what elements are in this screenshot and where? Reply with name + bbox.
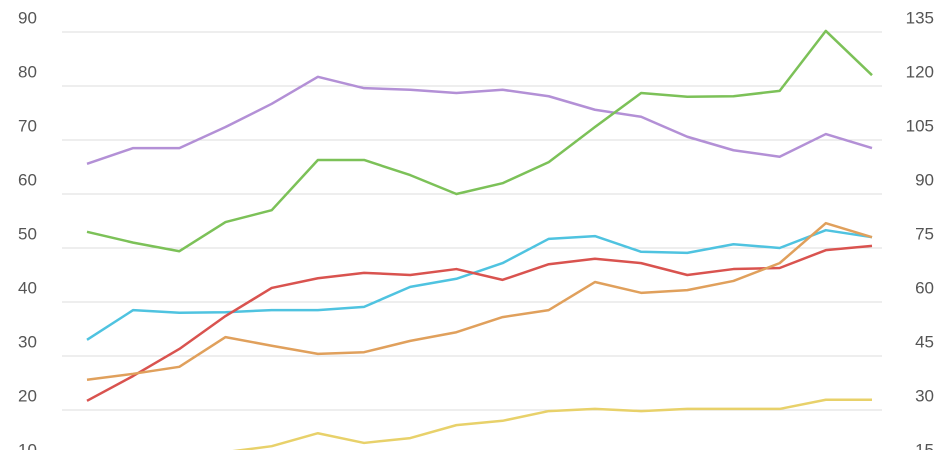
y2-tick-label: 45: [915, 332, 934, 351]
series-line: [86, 75, 873, 165]
series-line: [86, 29, 873, 253]
y2-tick-label: 15: [915, 440, 934, 450]
y2-tick-label: 75: [915, 224, 934, 243]
series-line: [86, 228, 873, 341]
series-line: [86, 221, 873, 381]
y-tick-label: 30: [18, 332, 37, 351]
y-tick-label: 20: [18, 386, 37, 405]
y-tick-label: 10: [18, 440, 37, 450]
series-line: [232, 398, 872, 450]
y-tick-label: 90: [18, 8, 37, 27]
y-tick-label: 40: [18, 278, 37, 297]
y2-tick-label: 60: [915, 278, 934, 297]
y2-tick-label: 105: [906, 116, 934, 135]
y2-tick-label: 120: [906, 62, 934, 81]
y-tick-label: 50: [18, 224, 37, 243]
y-tick-label: 60: [18, 170, 37, 189]
y-tick-label: 70: [18, 116, 37, 135]
y2-tick-label: 90: [915, 170, 934, 189]
y-tick-label: 80: [18, 62, 37, 81]
y2-tick-label: 30: [915, 386, 934, 405]
series-line: [86, 244, 873, 402]
y2-tick-label: 135: [906, 8, 934, 27]
